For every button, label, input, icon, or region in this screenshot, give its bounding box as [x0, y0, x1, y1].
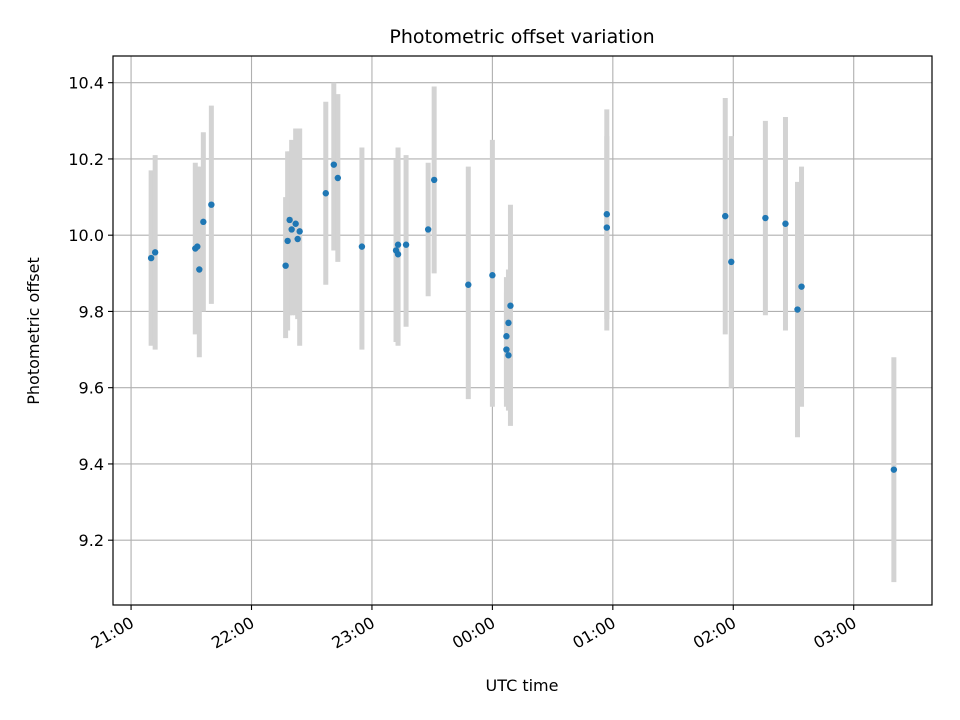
data-point — [489, 272, 496, 279]
data-point — [294, 235, 301, 243]
data-point — [603, 224, 611, 231]
y-tick-label: 10.2 — [68, 150, 104, 169]
data-point — [296, 228, 303, 235]
data-point — [424, 226, 432, 233]
data-point — [288, 226, 295, 233]
data-point — [334, 174, 342, 182]
x-axis-label: UTC time — [486, 676, 559, 695]
data-point — [465, 281, 472, 288]
y-tick-label: 9.8 — [79, 302, 104, 321]
data-point — [147, 254, 155, 262]
chart-title: Photometric offset variation — [389, 26, 654, 48]
y-tick-label: 10.4 — [68, 74, 104, 93]
data-point — [286, 216, 293, 224]
data-point — [194, 243, 201, 250]
data-point — [503, 333, 510, 340]
y-axis-label: Photometric offset — [24, 257, 43, 405]
data-point — [402, 241, 410, 248]
data-point — [284, 237, 291, 245]
data-point — [196, 266, 203, 273]
data-point — [358, 243, 366, 250]
data-point — [728, 258, 735, 266]
data-point — [330, 161, 338, 168]
y-axis: 9.2 9.4 9.6 9.8 10.0 10.2 10.4 — [68, 74, 113, 550]
data-point — [505, 352, 512, 359]
data-point — [507, 302, 514, 309]
plot-area — [113, 56, 932, 605]
data-point — [603, 211, 611, 218]
data-point — [722, 212, 729, 220]
data-point — [394, 251, 402, 258]
data-point — [282, 262, 289, 269]
data-point — [292, 220, 299, 227]
data-point — [505, 319, 512, 327]
y-tick-label: 9.4 — [79, 455, 104, 474]
data-point — [503, 346, 510, 353]
data-point — [200, 218, 207, 226]
data-point — [151, 249, 159, 256]
data-point — [890, 466, 898, 473]
data-point — [762, 214, 769, 222]
data-point — [798, 283, 805, 290]
data-points — [147, 161, 898, 473]
plot-frame — [112, 55, 933, 606]
data-point — [782, 220, 789, 227]
y-tick-label: 9.6 — [79, 379, 104, 398]
y-tick-label: 10.0 — [68, 226, 104, 245]
data-point — [208, 201, 215, 208]
data-point — [430, 176, 438, 184]
data-point — [794, 306, 801, 313]
y-tick-label: 9.2 — [79, 531, 104, 550]
data-point — [394, 241, 402, 248]
data-point — [322, 190, 329, 197]
